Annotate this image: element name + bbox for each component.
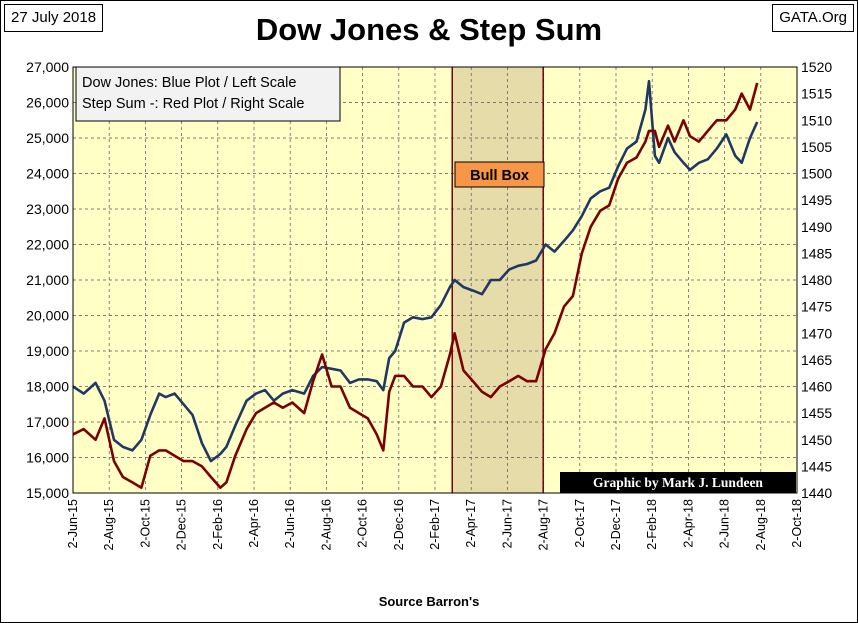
left-tick-label: 20,000 xyxy=(26,308,69,324)
left-tick-label: 23,000 xyxy=(26,201,69,217)
x-axis-label: Source Barron's xyxy=(378,594,480,609)
series-layer xyxy=(72,79,759,490)
right-tick-label: 1475 xyxy=(801,299,832,315)
right-tick-label: 1480 xyxy=(801,272,832,288)
x-tick-label: 2-Jun-15 xyxy=(66,499,80,548)
left-tick-label: 25,000 xyxy=(26,130,69,146)
left-tick-label: 17,000 xyxy=(26,414,69,430)
legend-box xyxy=(75,66,341,122)
x-tick-label: 2-Dec-16 xyxy=(392,499,406,550)
x-tick-label: 2-Aug-15 xyxy=(102,499,116,550)
right-tick-label: 1460 xyxy=(801,379,832,395)
right-tick-label: 1455 xyxy=(801,405,832,421)
x-tick-label: 2-Oct-18 xyxy=(790,499,804,548)
bull-box-label: Bull Box xyxy=(454,161,545,188)
legend: Dow Jones: Blue Plot / Left Scale Step S… xyxy=(75,66,341,122)
x-tick-label: 2-Aug-18 xyxy=(754,499,768,550)
right-tick-label: 1470 xyxy=(801,325,832,341)
right-tick-label: 1450 xyxy=(801,432,832,448)
left-tick-label: 15,000 xyxy=(26,485,69,501)
x-tick-label: 2-Jun-17 xyxy=(500,499,514,548)
plot-border xyxy=(72,66,798,494)
x-axis-ticks: 2-Jun-15 2-Aug-15 2-Oct-15 2-Dec-15 2-Feb-16… xyxy=(66,499,804,550)
x-tick-label: 2-Apr-18 xyxy=(681,499,695,548)
chart-title: Dow Jones & Step Sum xyxy=(255,12,603,47)
right-tick-label: 1510 xyxy=(801,112,832,128)
left-tick-label: 22,000 xyxy=(26,237,69,253)
right-tick-label: 1515 xyxy=(801,86,832,102)
x-tick-label: 2-Jun-16 xyxy=(283,499,297,548)
credit-box: Graphic by Mark J. Lundeen xyxy=(560,472,796,493)
legend-step-sum: Step Sum -: Red Plot / Right Scale xyxy=(82,96,304,112)
x-tick-label: 2-Aug-16 xyxy=(319,499,333,550)
bull-box-label-text: Bull Box xyxy=(470,168,529,184)
date-label: 27 July 2018 xyxy=(4,4,104,32)
left-tick-label: 19,000 xyxy=(26,343,69,359)
left-tick-label: 24,000 xyxy=(26,166,69,182)
x-tick-label: 2-Oct-17 xyxy=(573,499,587,548)
left-tick-label: 16,000 xyxy=(26,450,69,466)
right-tick-label: 1465 xyxy=(801,352,832,368)
left-tick-label: 21,000 xyxy=(26,272,69,288)
x-tick-label: 2-Oct-16 xyxy=(356,499,370,548)
right-tick-label: 1445 xyxy=(801,458,832,474)
x-tick-label: 2-Feb-18 xyxy=(645,499,659,550)
right-tick-label: 1485 xyxy=(801,245,832,261)
x-tick-label: 2-Dec-15 xyxy=(175,499,189,550)
left-tick-label: 27,000 xyxy=(26,59,69,75)
x-tick-label: 2-Oct-15 xyxy=(138,499,152,548)
x-tick-label: 2-Dec-17 xyxy=(609,499,623,550)
source-label: GATA.Org xyxy=(772,4,854,32)
left-tick-label: 18,000 xyxy=(26,379,69,395)
right-tick-label: 1495 xyxy=(801,192,832,208)
right-tick-label: 1440 xyxy=(801,485,832,501)
legend-dow: Dow Jones: Blue Plot / Left Scale xyxy=(82,75,296,91)
x-tick-label: 2-Feb-17 xyxy=(428,499,442,550)
right-tick-label: 1520 xyxy=(801,59,832,75)
right-tick-label: 1505 xyxy=(801,139,832,155)
right-axis-ticks: 1440 1445 1450 1455 1460 1465 1470 1475 1480 1485… xyxy=(801,59,832,501)
bull-box-label-bg xyxy=(454,161,545,188)
x-tick-label: 2-Feb-16 xyxy=(211,499,225,550)
left-tick-label: 26,000 xyxy=(26,95,69,111)
right-tick-label: 1490 xyxy=(801,219,832,235)
credit-box-bg xyxy=(560,472,796,493)
left-axis-ticks: 15,000 16,000 17,000 18,000 19,000 20,000 21,0… xyxy=(26,59,69,501)
credit-text: Graphic by Mark J. Lundeen xyxy=(593,475,763,490)
x-tick-label: 2-Apr-17 xyxy=(464,499,478,548)
dow-jones-series-line xyxy=(72,79,759,463)
x-tick-label: 2-Apr-16 xyxy=(247,499,261,548)
x-tick-label: 2-Jun-18 xyxy=(718,499,732,548)
x-tick-label: 2-Aug-17 xyxy=(537,499,551,550)
step-sum-series-line xyxy=(72,82,759,490)
right-tick-label: 1500 xyxy=(801,166,832,182)
